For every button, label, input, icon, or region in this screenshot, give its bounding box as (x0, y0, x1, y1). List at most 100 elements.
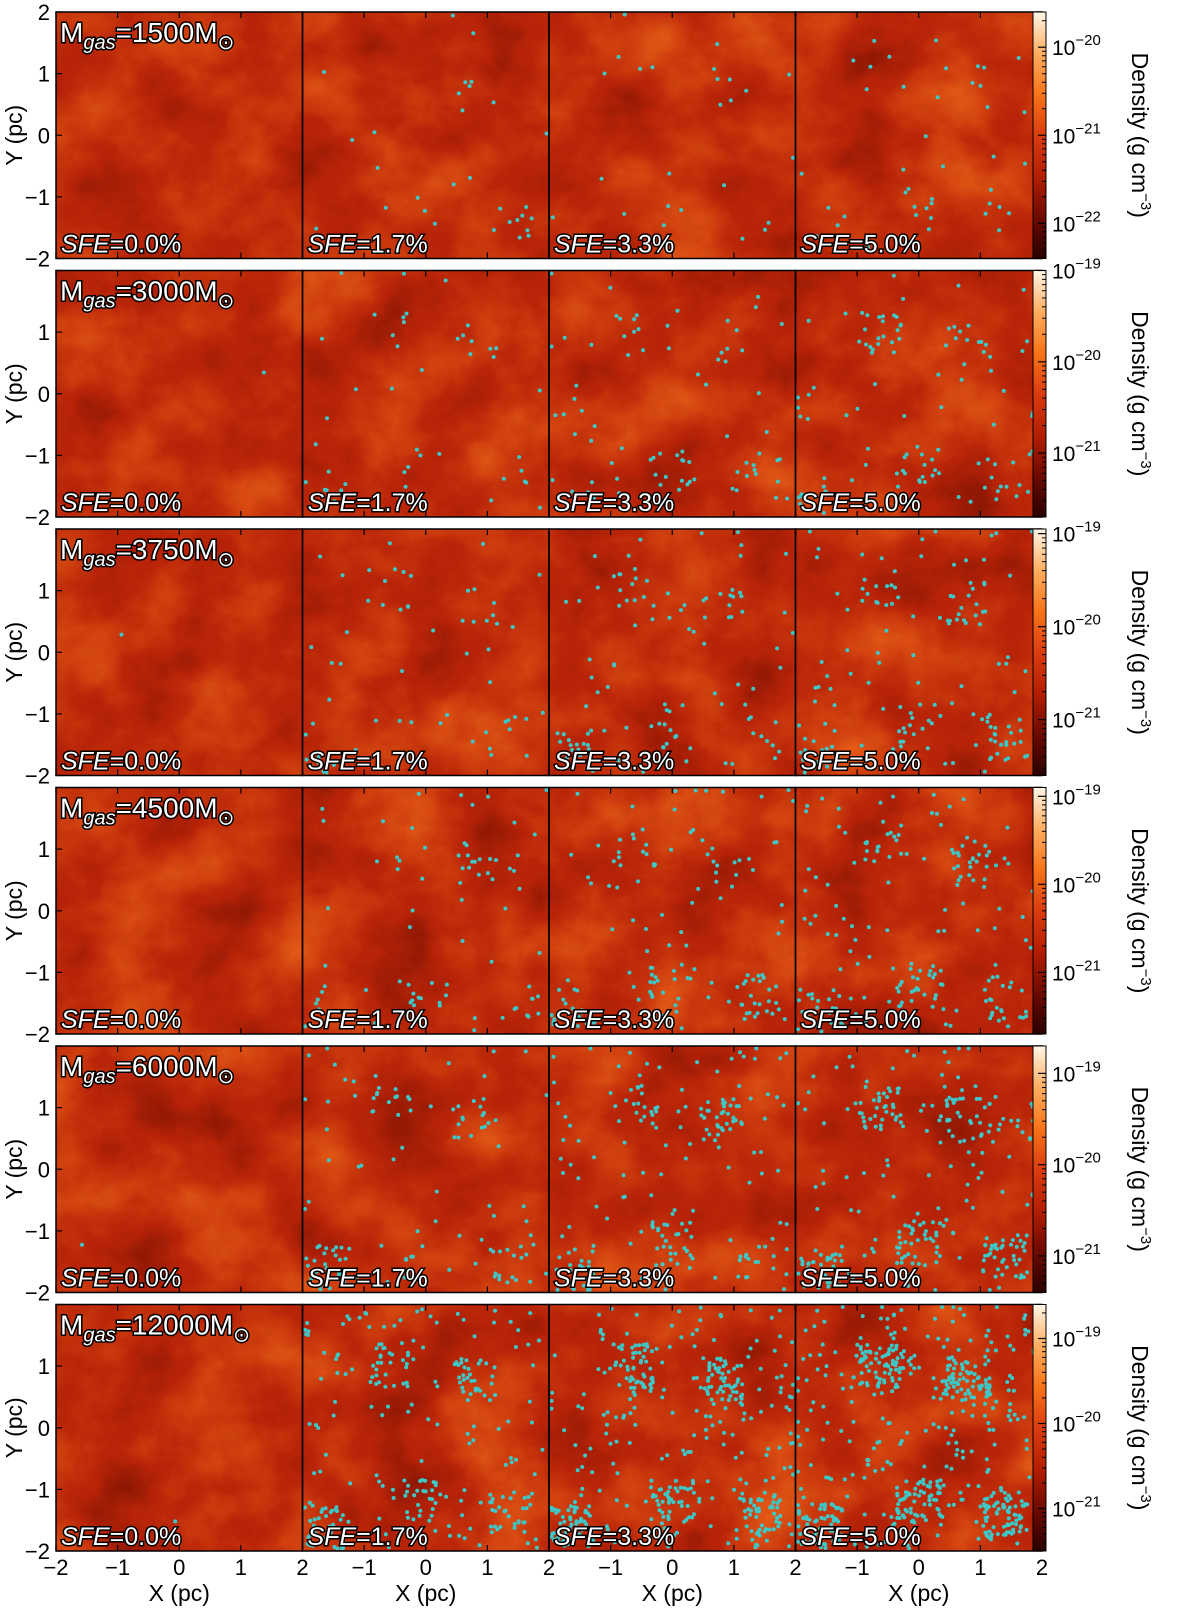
sink-particle (637, 1073, 642, 1078)
sink-particle (973, 743, 978, 748)
sink-particle (563, 1531, 568, 1536)
sink-particle (766, 220, 771, 225)
sink-particle (316, 1007, 321, 1012)
sink-particle (589, 438, 594, 443)
sink-particle (890, 340, 894, 345)
sink-particle (903, 730, 908, 735)
sink-particle (796, 395, 800, 400)
sink-particle (577, 598, 582, 603)
sink-particle (856, 1209, 861, 1214)
sink-particle (982, 877, 987, 882)
sink-particle (605, 1410, 610, 1415)
y-tick-label: 0 (38, 1157, 50, 1182)
sink-particle (1000, 1243, 1005, 1248)
sink-particle (825, 882, 830, 887)
sink-particle (550, 1531, 555, 1536)
sink-particle (870, 1529, 875, 1534)
density-texture (549, 787, 796, 1034)
colorbar-tick-label: 10−22 (1052, 208, 1101, 236)
sink-particle (922, 462, 927, 467)
sink-particle (815, 1024, 820, 1029)
sink-particle (563, 1277, 568, 1282)
sink-particle (544, 1271, 548, 1276)
sink-particle (492, 1320, 496, 1325)
sink-particle (891, 1313, 896, 1318)
sink-particle (409, 1254, 414, 1259)
sink-particle (852, 860, 857, 865)
sink-particle (982, 557, 986, 562)
sink-particle (800, 1009, 805, 1014)
sink-particle (691, 1490, 696, 1495)
sink-particle (370, 1375, 375, 1380)
sink-particle (801, 757, 805, 762)
sink-particle (304, 1256, 309, 1261)
sink-particle (723, 359, 728, 364)
sink-particle (579, 1493, 584, 1498)
sink-particle (694, 1375, 699, 1380)
sink-particle (591, 1539, 596, 1544)
sink-particle (909, 961, 914, 966)
sink-particle (858, 1359, 862, 1364)
sink-particle (970, 80, 975, 85)
sink-particle (339, 1245, 344, 1250)
sink-particle (443, 278, 448, 283)
sink-particle (912, 1520, 917, 1525)
sink-particle (984, 1394, 989, 1399)
sink-particle (771, 1266, 776, 1271)
sink-particle (324, 1127, 329, 1132)
sink-particle (512, 1007, 517, 1011)
sink-particle (614, 1439, 619, 1444)
sink-particle (382, 1324, 387, 1329)
sink-particle (897, 1235, 902, 1240)
sink-particle (718, 1419, 723, 1424)
sink-particle (345, 1314, 350, 1319)
sink-particle (491, 228, 496, 232)
sink-particle (325, 416, 329, 421)
sink-particle (549, 271, 554, 276)
sink-particle (456, 91, 461, 96)
sink-particle (726, 1111, 730, 1116)
sink-particle (319, 1283, 323, 1288)
sink-particle (1006, 724, 1011, 729)
sink-particle (568, 1268, 573, 1273)
sink-particle (702, 641, 707, 646)
sink-particle (408, 573, 413, 578)
sink-particle (312, 1471, 317, 1476)
sink-particle (922, 1490, 926, 1495)
sink-particle (456, 1122, 461, 1127)
sink-particle (444, 982, 449, 987)
x-tick-label: −1 (598, 1555, 623, 1580)
sink-particle (730, 486, 735, 491)
sink-particle (649, 1193, 654, 1198)
sink-particle (956, 1347, 961, 1352)
sink-particle (665, 591, 670, 596)
sink-particle (924, 206, 929, 211)
sink-particle (864, 342, 868, 347)
sink-particle (831, 1518, 836, 1523)
sink-particle (986, 1358, 991, 1363)
sink-particle (507, 727, 512, 732)
sink-particle (313, 1009, 318, 1014)
colorbar-label: Density (g cm−3) (1127, 1345, 1154, 1510)
sink-particle (675, 1530, 679, 1535)
sink-particle (796, 495, 801, 500)
sink-particle (764, 430, 769, 434)
sink-particle (374, 1373, 379, 1378)
sink-particle (1005, 825, 1010, 830)
sink-particle (751, 686, 756, 691)
panel-labels: SFE=0.0% SFE=1.7% SFE=3.3% SFE=5.0%Mgas=150… (59, 16, 923, 1553)
sink-particle (458, 880, 463, 885)
sink-particle (774, 984, 779, 989)
sink-particle (569, 852, 574, 857)
sink-particle (636, 1101, 641, 1106)
sink-particle (505, 1280, 510, 1285)
sink-particle (849, 1208, 854, 1213)
sink-particle (966, 1371, 971, 1376)
sink-particle (960, 1365, 965, 1370)
sink-particle (675, 308, 680, 313)
sink-particle (777, 1445, 782, 1450)
sink-particle (723, 761, 728, 766)
sink-particle (895, 1090, 900, 1095)
sink-particle (596, 1367, 601, 1372)
sink-particle (862, 1119, 867, 1124)
